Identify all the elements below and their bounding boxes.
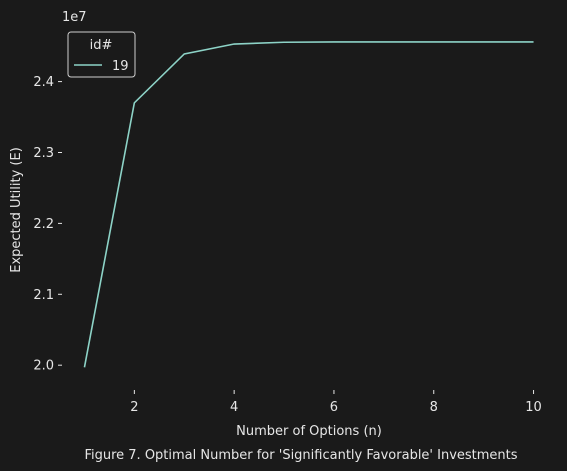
series-layer (83, 41, 534, 368)
legend-title: id# (90, 38, 113, 53)
legend-entry-label: 19 (112, 59, 129, 74)
x-axis-label: Number of Options (n) (236, 424, 382, 439)
figure-caption: Figure 7. Optimal Number for 'Significan… (84, 448, 517, 463)
y-axis-ticks: 2.0 2.1 2.2 2.3 2.4 (33, 75, 62, 374)
y-tick-label: 2.0 (33, 359, 54, 374)
y-tick-label: 2.2 (33, 217, 54, 232)
x-tick-label: 6 (330, 400, 338, 415)
y-tick-label: 2.4 (33, 75, 54, 90)
x-tick-label: 4 (230, 400, 238, 415)
x-tick-label: 8 (430, 400, 438, 415)
y-axis-label: Expected Utility (E) (9, 147, 24, 273)
series-line-19 (83, 41, 534, 368)
x-tick-label: 2 (130, 400, 138, 415)
y-tick-label: 2.3 (33, 146, 54, 161)
legend: id# 19 (67, 31, 136, 78)
x-axis-ticks: 2 4 6 8 10 (130, 390, 542, 415)
x-tick-label: 10 (525, 400, 542, 415)
y-tick-label: 2.1 (33, 288, 54, 303)
y-axis-offset-label: 1e7 (62, 10, 87, 25)
